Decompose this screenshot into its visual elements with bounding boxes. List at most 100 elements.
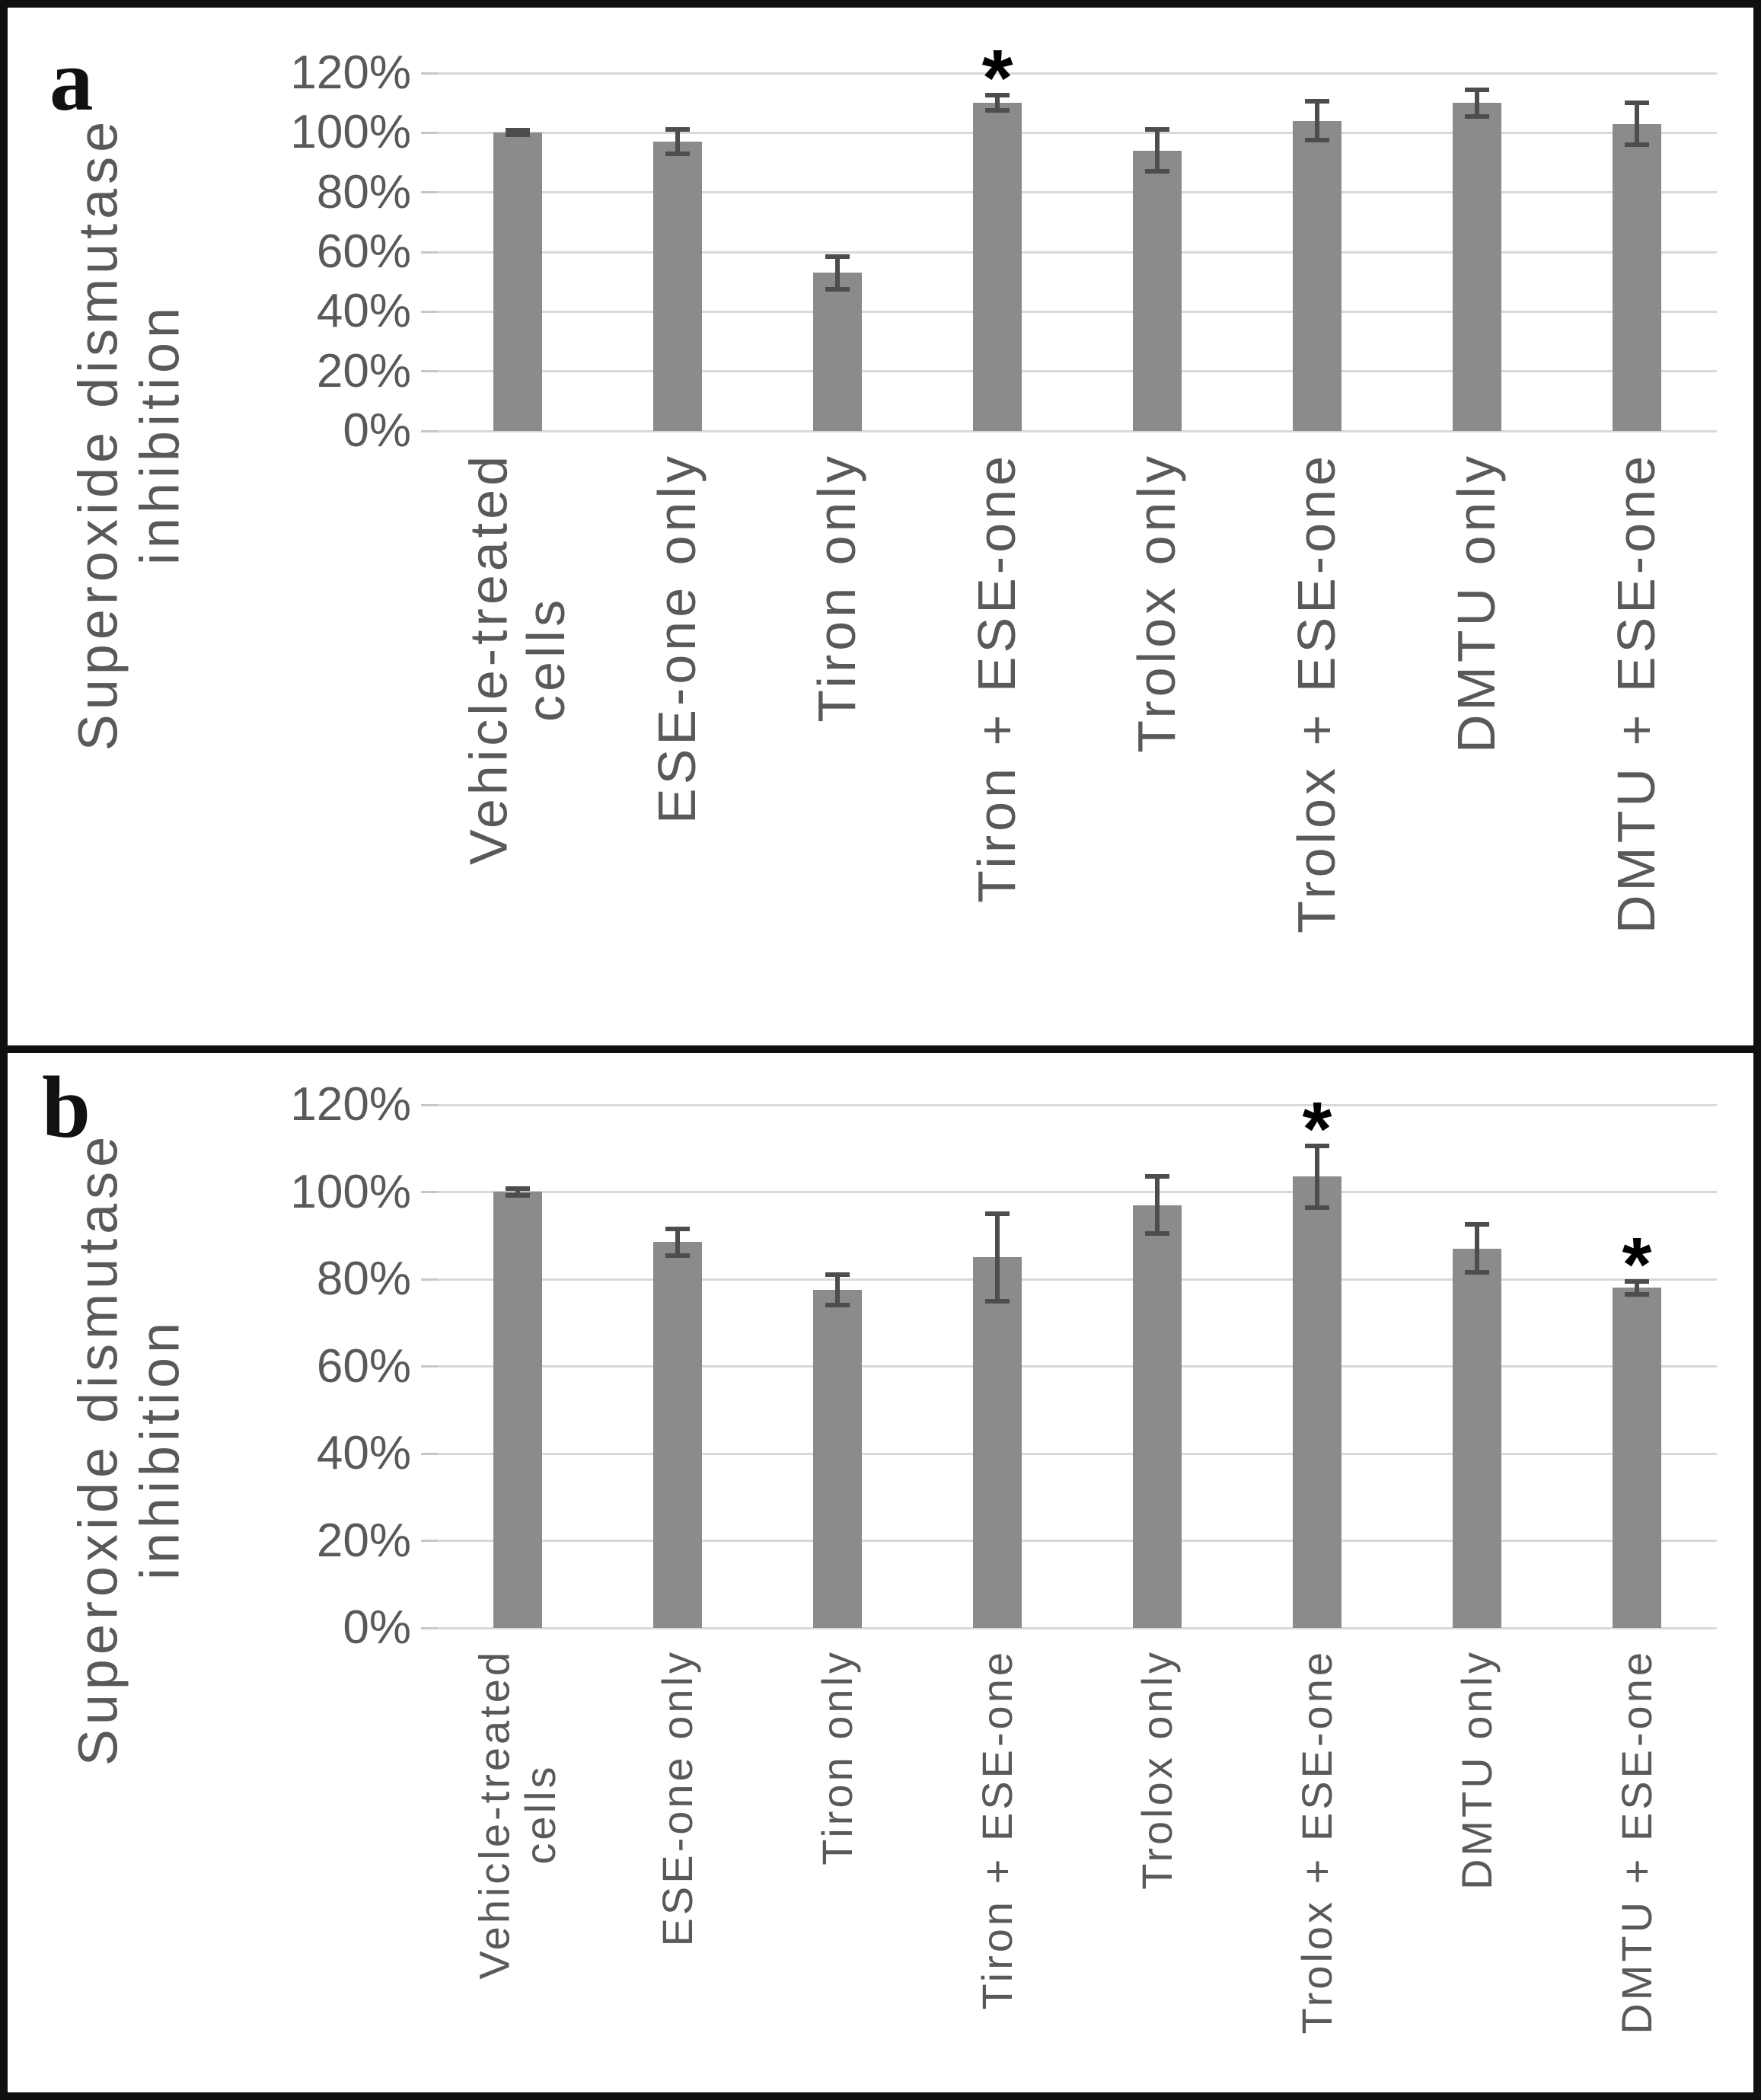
x-category-label: DMTU + ESE-one [1613, 1649, 1661, 2035]
bar [1613, 1288, 1661, 1628]
bar-slot [917, 1105, 1077, 1628]
axis-tick-mark [421, 1278, 438, 1281]
axis-tick-mark [421, 370, 438, 372]
axis-tick-mark [421, 430, 438, 432]
x-category-label-text: DMTU only [1452, 1649, 1501, 1891]
bar [1293, 1176, 1341, 1628]
gridline [438, 1191, 1717, 1193]
bar [653, 1242, 702, 1628]
error-bar-top-cap [985, 93, 1010, 97]
plot-area: * * [421, 1091, 1717, 1629]
error-bar [675, 1229, 680, 1255]
error-bar [1475, 1224, 1479, 1272]
gridline [438, 430, 1717, 432]
bar-slot [598, 73, 758, 431]
bar-slot [1077, 73, 1237, 431]
gridline [438, 191, 1717, 193]
y-axis-tick-label: 40% [316, 1427, 411, 1479]
gridline [438, 1365, 1717, 1368]
axis-tick-mark [421, 1104, 438, 1106]
x-category-label: Tiron only [812, 1649, 861, 1865]
bar [813, 1290, 862, 1628]
bar [973, 1257, 1022, 1628]
x-category-label: DMTU + ESE-one [1606, 452, 1667, 934]
error-bar-top-cap [1625, 101, 1649, 105]
axis-tick-mark [421, 1365, 438, 1368]
error-bar-bottom-cap [1465, 114, 1489, 119]
y-axis-tick-label: 60% [316, 225, 411, 278]
error-bar-bottom-cap [1465, 1270, 1489, 1275]
error-bar-bottom-cap [1305, 138, 1329, 142]
error-bar [1475, 90, 1479, 116]
error-bar-top-cap [1145, 1174, 1169, 1179]
x-category-label-text: Trolox only [1132, 1649, 1181, 1890]
x-category-label: Trolox only [1132, 1649, 1181, 1890]
error-bar-top-cap [985, 1211, 1010, 1216]
x-category-label: Trolox + ESE-one [1287, 452, 1346, 934]
bar-slot [1237, 73, 1397, 431]
x-category-label: ESE-one only [647, 452, 707, 824]
y-axis-tick-label: 100% [290, 1166, 411, 1218]
gridline [438, 132, 1717, 134]
y-axis-tick-label: 80% [316, 166, 411, 219]
x-category-label-text: Vehicle-treated cells [470, 1649, 564, 1980]
error-bar-top-cap [1145, 127, 1169, 132]
error-bar-top-cap [825, 1272, 850, 1277]
panel-a: a Superoxide dismutase inhibition 120% 100%… [8, 8, 1753, 1045]
error-bar-top-cap [506, 128, 530, 132]
gridline [438, 1278, 1717, 1281]
x-category-label-text: Tiron only [807, 452, 867, 723]
error-bar [1635, 103, 1639, 145]
panel-letter: b [42, 1059, 91, 1156]
x-category-label: Tiron only [807, 452, 867, 723]
error-bar-bottom-cap [1305, 1205, 1329, 1210]
gridline [438, 370, 1717, 372]
error-bar-bottom-cap [1145, 169, 1169, 174]
bar [493, 1192, 542, 1628]
gridline [438, 1104, 1717, 1106]
bar [1293, 121, 1341, 431]
error-bar [1155, 1176, 1160, 1233]
error-bar-top-cap [1305, 1144, 1329, 1148]
error-bar-bottom-cap [665, 1253, 690, 1258]
gridline [438, 72, 1717, 75]
axis-tick-mark [421, 1627, 438, 1629]
gridline [438, 251, 1717, 254]
panel-letter: a [49, 32, 94, 129]
bar-slot [1077, 1105, 1237, 1628]
error-bar [1155, 129, 1160, 171]
axis-tick-mark [421, 311, 438, 313]
x-category-label-text: DMTU + ESE-one [1606, 452, 1667, 934]
bar-slot [1237, 1105, 1397, 1628]
bar-slot [1397, 1105, 1557, 1628]
error-bar-bottom-cap [1145, 1231, 1169, 1236]
error-bar-bottom-cap [825, 287, 850, 292]
x-category-label: Trolox + ESE-one [1293, 1649, 1341, 2034]
error-bar-top-cap [506, 1186, 530, 1191]
bar-slot [1397, 73, 1557, 431]
x-category-label: Vehicle-treated cells [470, 1649, 564, 1980]
x-category-label-text: Tiron only [812, 1649, 861, 1865]
y-axis-tick-label: 60% [316, 1340, 411, 1393]
x-category-label: DMTU only [1452, 1649, 1501, 1891]
x-category-label-text: Vehicle-treated cells [458, 452, 576, 865]
panel-divider [0, 1045, 1761, 1053]
plot-area: * [421, 38, 1717, 432]
x-category-label: Vehicle-treated cells [458, 452, 576, 865]
error-bar-top-cap [1465, 1222, 1489, 1227]
error-bar [835, 257, 840, 289]
bar-slot [598, 1105, 758, 1628]
bar-slot [758, 73, 917, 431]
x-category-label-text: DMTU only [1447, 452, 1507, 754]
y-axis-tick-label: 100% [290, 106, 411, 158]
significance-asterisk: * [981, 34, 1013, 123]
bar-slot [1557, 73, 1717, 431]
error-bar [515, 1189, 520, 1195]
error-bar-bottom-cap [1625, 1292, 1649, 1297]
axis-tick-mark [421, 72, 438, 75]
error-bar-bottom-cap [985, 108, 1010, 113]
y-axis-tick-label: 40% [316, 285, 411, 337]
gridline [438, 311, 1717, 313]
error-bar-bottom-cap [506, 1193, 530, 1198]
